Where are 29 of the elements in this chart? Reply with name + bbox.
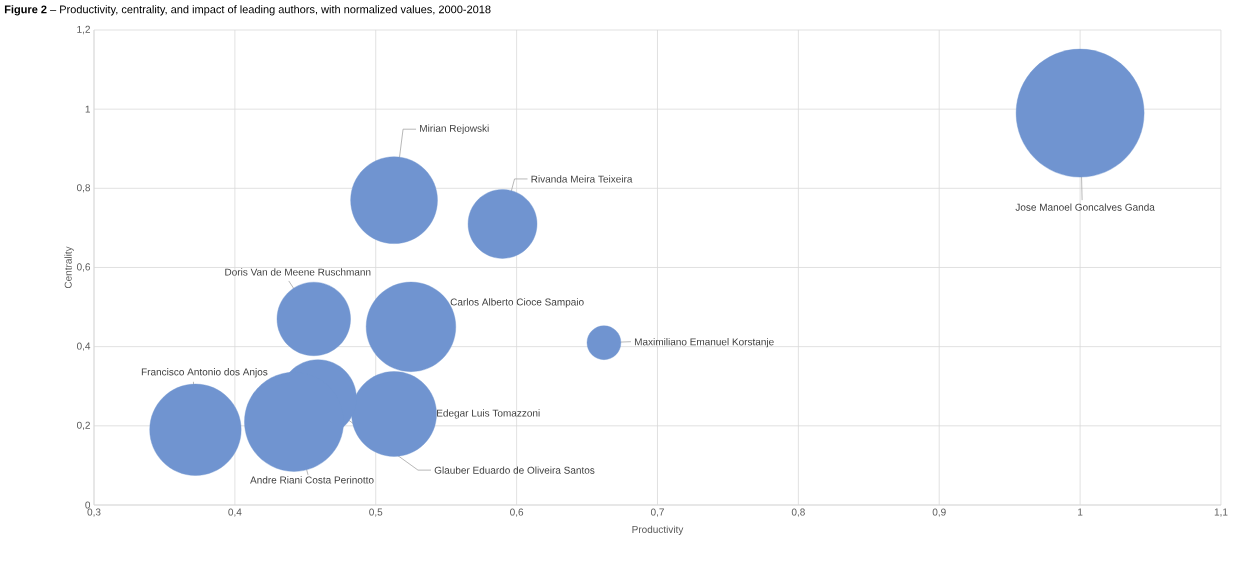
y-tick-label: 0,8 [76,184,91,193]
x-tick-label: 0,4 [228,508,242,517]
annotation: Mirian Rejowski [420,124,489,134]
annotation: Francisco Antonio dos Anjos [141,368,268,378]
x-tick-label: 1,1 [1214,508,1228,517]
annotation: Doris Van de Meene Ruschmann [225,268,371,276]
x-tick-label: 0,5 [369,508,383,517]
y-tick-label: 1,2 [77,25,90,35]
annotation: Edegar Luis Tomazzoni [437,409,540,419]
x-tick-label: 0,9 [932,508,946,517]
annotation: Rivanda Meira Teixeira [531,175,633,183]
y-tick-label: 0,2 [76,421,90,430]
annotation: Andre Riani Costa Perinotto [250,476,374,484]
x-axis-title: Productivity [632,525,684,535]
x-tick-label: 0,6 [510,508,524,517]
chart-title: Figure 2 – Productivity, centrality, and impact of leading authors, with normalized values, 2000-2018 [4,5,491,16]
annotation: Carlos Alberto Cioce Sampaio [450,298,584,308]
x-tick-label: 0,8 [791,508,805,517]
y-tick-label: 0,4 [76,342,91,351]
y-tick-label: 0,6 [76,263,91,272]
annotation: Maximiliano Emanuel Korstanje [634,338,774,348]
annotation: Glauber Eduardo de Oliveira Santos [434,466,595,474]
y-tick-label: 0 [85,501,91,509]
y-tick-label: 1 [85,105,90,113]
x-tick-label: 0,3 [87,508,101,517]
y-axis-title: Centrality [64,246,74,289]
x-tick-label: 1 [1078,508,1083,516]
x-tick-label: 0,7 [650,508,664,517]
annotation: Jose Manoel Goncalves Ganda [1015,203,1155,211]
